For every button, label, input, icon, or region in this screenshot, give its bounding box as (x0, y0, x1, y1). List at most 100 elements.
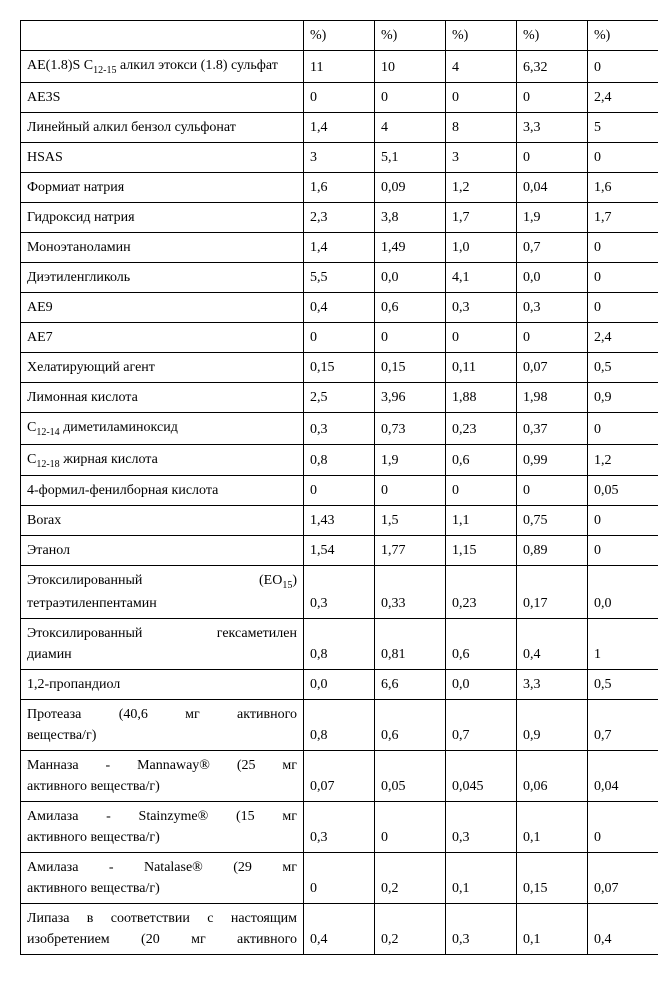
table-row: Липаза в соответствии с настоящимизобрет… (21, 904, 658, 955)
row-value-cell: 1,77 (375, 536, 446, 566)
row-name-cell: Borax (21, 506, 304, 536)
row-value-cell: 0,1 (517, 904, 588, 955)
row-value-cell: 0,2 (375, 853, 446, 904)
table-row: AE700002,46 (21, 322, 658, 352)
row-value-cell: 0 (588, 232, 658, 262)
row-name-cell: Этоксилированный (EO15)тетраэтиленпентам… (21, 566, 304, 619)
row-value-cell: 0,3 (446, 904, 517, 955)
row-value-cell: 1,15 (446, 536, 517, 566)
row-value-cell: 5 (588, 112, 658, 142)
row-name-cell: Этоксилированный гексаметилендиамин (21, 619, 304, 670)
row-name-cell: Формиат натрия (21, 172, 304, 202)
row-value-cell: 3,3 (517, 670, 588, 700)
table-row: Этоксилированный (EO15)тетраэтиленпентам… (21, 566, 658, 619)
table-row: Хелатирующий агент0,150,150,110,070,50,1… (21, 352, 658, 382)
row-value-cell: 0 (304, 322, 375, 352)
table-row: Линейный алкил бензол сульфонат1,4483,35… (21, 112, 658, 142)
row-value-cell: 1,2 (446, 172, 517, 202)
table-row: Гидроксид натрия2,33,81,71,91,72,5 (21, 202, 658, 232)
row-value-cell: 0,3 (304, 566, 375, 619)
row-value-cell: 0 (588, 262, 658, 292)
row-value-cell: 0,0 (517, 262, 588, 292)
row-value-cell: 0,7 (446, 700, 517, 751)
row-value-cell: 0,3 (446, 802, 517, 853)
row-value-cell: 0,8 (304, 700, 375, 751)
row-value-cell: 0 (588, 802, 658, 853)
row-value-cell: 0 (517, 476, 588, 506)
row-name-cell: C12-14 диметиламиноксид (21, 412, 304, 444)
table-row: 4-формил-фенилборная кислота00000,050,02 (21, 476, 658, 506)
row-value-cell: 6,32 (517, 51, 588, 83)
row-value-cell: 0,09 (375, 172, 446, 202)
header-value-cell: %) (446, 21, 517, 51)
row-value-cell: 0 (304, 476, 375, 506)
row-value-cell: 0 (517, 322, 588, 352)
row-value-cell: 0,1 (517, 802, 588, 853)
row-value-cell: 3,8 (375, 202, 446, 232)
row-value-cell: 0,15 (517, 853, 588, 904)
row-name-cell: AE3S (21, 82, 304, 112)
row-name-cell: Линейный алкил бензол сульфонат (21, 112, 304, 142)
table-row: AE3S00002,40 (21, 82, 658, 112)
row-value-cell: 1,6 (588, 172, 658, 202)
row-value-cell: 0,04 (517, 172, 588, 202)
table-row: Моноэтаноламин1,41,491,00,700 (21, 232, 658, 262)
row-value-cell: 0 (446, 82, 517, 112)
row-value-cell: 0,045 (446, 751, 517, 802)
row-value-cell: 4 (446, 51, 517, 83)
row-name-cell: HSAS (21, 142, 304, 172)
row-name-cell: AE7 (21, 322, 304, 352)
row-value-cell: 0,07 (304, 751, 375, 802)
table-row: Протеаза (40,6 мг активноговещества/г)0,… (21, 700, 658, 751)
row-value-cell: 6,6 (375, 670, 446, 700)
row-value-cell: 0 (375, 322, 446, 352)
row-value-cell: 0,0 (588, 566, 658, 619)
row-value-cell: 0,99 (517, 444, 588, 476)
row-value-cell: 0,15 (375, 352, 446, 382)
row-value-cell: 0,7 (588, 700, 658, 751)
header-value-cell: %) (588, 21, 658, 51)
row-value-cell: 0,05 (375, 751, 446, 802)
row-value-cell: 0,06 (517, 751, 588, 802)
row-value-cell: 0,15 (304, 352, 375, 382)
row-value-cell: 0,6 (446, 444, 517, 476)
row-value-cell: 0 (588, 506, 658, 536)
row-value-cell: 0,3 (446, 292, 517, 322)
row-value-cell: 0,4 (517, 619, 588, 670)
table-row: C12-14 диметиламиноксид0,30,730,230,3700 (21, 412, 658, 444)
row-value-cell: 0,23 (446, 566, 517, 619)
row-name-cell: Диэтиленгликоль (21, 262, 304, 292)
row-value-cell: 0,37 (517, 412, 588, 444)
row-name-cell: C12-18 жирная кислота (21, 444, 304, 476)
row-name-cell: 4-формил-фенилборная кислота (21, 476, 304, 506)
row-value-cell: 3 (304, 142, 375, 172)
data-table: %)%)%)%)%)%)AE(1.8)S C12-15 алкил этокси… (20, 20, 658, 955)
row-value-cell: 0 (375, 82, 446, 112)
row-value-cell: 1,7 (446, 202, 517, 232)
row-value-cell: 2,4 (588, 82, 658, 112)
row-value-cell: 1,4 (304, 232, 375, 262)
row-value-cell: 1,1 (446, 506, 517, 536)
row-value-cell: 0,9 (517, 700, 588, 751)
row-name-cell: Лимонная кислота (21, 382, 304, 412)
table-row: Лимонная кислота2,53,961,881,980,92,5 (21, 382, 658, 412)
table-row: AE90,40,60,30,300 (21, 292, 658, 322)
row-value-cell: 1,7 (588, 202, 658, 232)
row-value-cell: 1,9 (375, 444, 446, 476)
row-value-cell: 0,3 (517, 292, 588, 322)
row-value-cell: 2,5 (304, 382, 375, 412)
row-value-cell: 0,11 (446, 352, 517, 382)
row-name-cell: Амилаза - Natalase® (29 мгактивного веще… (21, 853, 304, 904)
row-value-cell: 0,33 (375, 566, 446, 619)
row-value-cell: 0,05 (588, 476, 658, 506)
header-value-cell: %) (517, 21, 588, 51)
row-name-cell: 1,2-пропандиол (21, 670, 304, 700)
row-value-cell: 0,9 (588, 382, 658, 412)
row-value-cell: 0,4 (304, 904, 375, 955)
row-value-cell: 1,49 (375, 232, 446, 262)
row-value-cell: 0,81 (375, 619, 446, 670)
row-value-cell: 0 (375, 476, 446, 506)
row-value-cell: 0,7 (517, 232, 588, 262)
row-name-cell: Манназа - Mannaway® (25 мгактивного веще… (21, 751, 304, 802)
row-value-cell: 0,8 (304, 444, 375, 476)
